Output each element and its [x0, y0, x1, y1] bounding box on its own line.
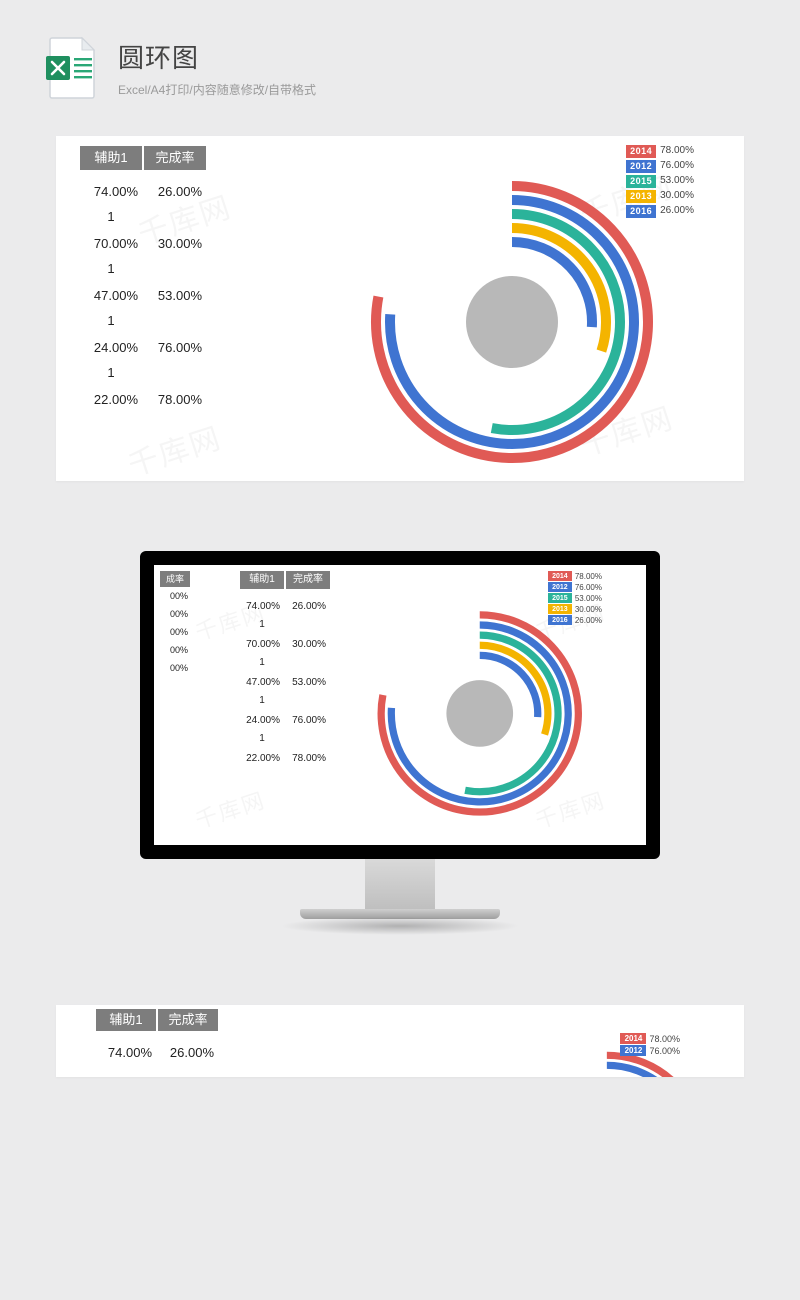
legend-value: 76.00%: [660, 159, 694, 173]
chart-legend-crop: 201478.00%201276.00%: [620, 1033, 680, 1057]
legend-swatch: 2012: [626, 160, 656, 173]
legend-item: 201478.00%: [620, 1033, 680, 1044]
excel-file-icon: [44, 36, 100, 100]
legend-item: 2013 30.00%: [626, 189, 694, 203]
cell-aux: 24.00%: [80, 340, 142, 355]
legend-value: 78.00%: [575, 572, 602, 581]
chart-legend-monitor: 201478.00%201276.00%201553.00%201330.00%…: [548, 571, 602, 626]
mini-cell: 00%: [160, 663, 190, 673]
legend-swatch: 2012: [548, 582, 572, 592]
legend-value: 53.00%: [575, 594, 602, 603]
cell-aux: 74.00%: [240, 601, 284, 612]
row-separator: 1: [240, 693, 284, 709]
cell-aux: 22.00%: [80, 392, 142, 407]
data-table-crop: 辅助1 完成率 74.00% 26.00%: [96, 1009, 218, 1067]
cell-rate: 26.00%: [144, 184, 206, 199]
cell-aux: 22.00%: [240, 753, 284, 764]
watermark: 千库网: [191, 783, 269, 836]
row-separator: 1: [80, 258, 142, 280]
legend-swatch: 2013: [548, 604, 572, 614]
data-table: 辅助1 完成率 74.00%26.00%170.00%30.00%147.00%…: [80, 146, 206, 414]
legend-value: 78.00%: [649, 1034, 680, 1044]
col-header-aux: 辅助1: [96, 1009, 156, 1031]
cell-rate: 26.00%: [158, 1045, 218, 1060]
legend-swatch: 2016: [626, 205, 656, 218]
legend-value: 53.00%: [660, 174, 694, 188]
cell-aux: 47.00%: [240, 677, 284, 688]
cell-aux: 74.00%: [80, 184, 142, 199]
col-header-rate: 完成率: [286, 571, 330, 589]
row-separator: 1: [240, 655, 284, 671]
legend-item: 2015 53.00%: [626, 174, 694, 188]
mini-header: 成率: [160, 571, 190, 587]
monitor-mockup: 千库网 千库网 千库网 千库网 成率 00%00%00%00%00% 辅助1 完…: [0, 551, 800, 935]
page-subtitle: Excel/A4打印/内容随意修改/自带格式: [118, 81, 316, 98]
legend-item: 2014 78.00%: [626, 144, 694, 158]
row-separator: 1: [240, 617, 284, 633]
col-header-rate: 完成率: [144, 146, 206, 170]
mini-cell: 00%: [160, 645, 190, 655]
legend-item: 201330.00%: [548, 604, 602, 614]
cropped-left-table: 成率 00% 00% 00% 00% 00%: [160, 571, 190, 677]
legend-swatch: 2014: [626, 145, 656, 158]
legend-value: 30.00%: [575, 605, 602, 614]
preview-panel-cropped: 辅助1 完成率 74.00% 26.00% 201478.00%201276.0…: [56, 1005, 744, 1077]
mini-cell: 00%: [160, 591, 190, 601]
legend-value: 26.00%: [660, 204, 694, 218]
cell-aux: 47.00%: [80, 288, 142, 303]
template-header: 圆环图 Excel/A4打印/内容随意修改/自带格式: [0, 0, 800, 124]
legend-item: 201553.00%: [548, 593, 602, 603]
col-header-aux: 辅助1: [80, 146, 142, 170]
cell-rate: 76.00%: [286, 715, 330, 726]
chart-legend: 2014 78.00% 2012 76.00% 2015 53.00% 2013 30.00%…: [626, 144, 694, 219]
mini-cell: 00%: [160, 627, 190, 637]
legend-swatch: 2016: [548, 615, 572, 625]
legend-value: 76.00%: [575, 583, 602, 592]
legend-swatch: 2014: [620, 1033, 646, 1044]
legend-swatch: 2012: [620, 1045, 646, 1056]
cell-rate: 26.00%: [286, 601, 330, 612]
legend-swatch: 2013: [626, 190, 656, 203]
cell-rate: 30.00%: [144, 236, 206, 251]
legend-swatch: 2015: [626, 175, 656, 188]
legend-swatch: 2014: [548, 571, 572, 581]
mini-cell: 00%: [160, 609, 190, 619]
page-title: 圆环图: [118, 38, 316, 75]
legend-swatch: 2015: [548, 593, 572, 603]
legend-item: 2016 26.00%: [626, 204, 694, 218]
legend-item: 2012 76.00%: [626, 159, 694, 173]
row-separator: 1: [240, 731, 284, 747]
cell-rate: 78.00%: [286, 753, 330, 764]
col-header-rate: 完成率: [158, 1009, 218, 1031]
legend-item: 201276.00%: [620, 1045, 680, 1056]
legend-item: 201276.00%: [548, 582, 602, 592]
col-header-aux: 辅助1: [240, 571, 284, 589]
legend-value: 30.00%: [660, 189, 694, 203]
row-separator: 1: [80, 206, 142, 228]
cell-aux: 74.00%: [96, 1045, 156, 1060]
legend-value: 76.00%: [649, 1046, 680, 1056]
cell-aux: 70.00%: [80, 236, 142, 251]
row-separator: 1: [80, 362, 142, 384]
legend-value: 78.00%: [660, 144, 694, 158]
legend-item: 201626.00%: [548, 615, 602, 625]
cell-rate: 78.00%: [144, 392, 206, 407]
preview-panel-large: 千库网 千库网 千库网 千库网 辅助1 完成率 74.00%26.00%170.…: [56, 136, 744, 481]
cell-aux: 24.00%: [240, 715, 284, 726]
donut-chart-crop: [514, 1011, 714, 1077]
cell-rate: 53.00%: [286, 677, 330, 688]
cell-rate: 30.00%: [286, 639, 330, 650]
legend-value: 26.00%: [575, 616, 602, 625]
legend-item: 201478.00%: [548, 571, 602, 581]
cell-rate: 76.00%: [144, 340, 206, 355]
cell-rate: 53.00%: [144, 288, 206, 303]
watermark: 千库网: [122, 413, 227, 481]
row-separator: 1: [80, 310, 142, 332]
cell-aux: 70.00%: [240, 639, 284, 650]
data-table-monitor: 辅助1 完成率 74.00%26.00%170.00%30.00%147.00%…: [240, 571, 330, 769]
